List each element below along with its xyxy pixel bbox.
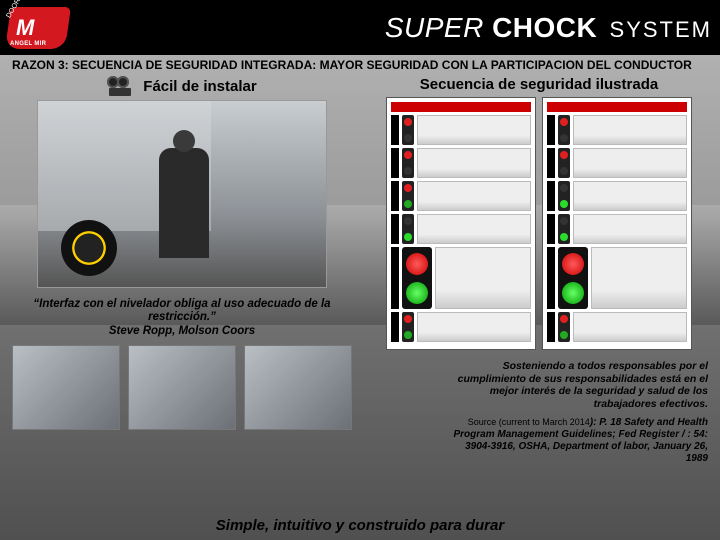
left-subheading-row: Fácil de instalar (12, 76, 352, 96)
top-bar: DOORS M ANGEL MIR SUPER CHOCK SYSTEM (0, 0, 720, 55)
brand-title: SUPER CHOCK SYSTEM (385, 12, 712, 44)
right-column: Secuencia de seguridad ilustrada (370, 76, 708, 464)
logo-name: ANGEL MIR (10, 41, 46, 47)
sequence-sheet (386, 97, 536, 350)
brand-word-chock: CHOCK (492, 12, 597, 43)
source-citation: Source (current to March 2014): P. 18 Sa… (370, 417, 708, 465)
source-prefix: Source (current to March 2014 (468, 417, 590, 427)
content-area: RAZON 3: SECUENCIA DE SEGURIDAD INTEGRAD… (0, 55, 720, 540)
logo-badge: DOORS M ANGEL MIR (8, 7, 68, 49)
right-subheading: Secuencia de seguridad ilustrada (370, 76, 708, 93)
traffic-light-icon (558, 247, 588, 309)
detail-photo (244, 345, 352, 430)
install-photo (37, 100, 327, 288)
detail-photo (128, 345, 236, 430)
logo-letter: M (16, 15, 34, 41)
brand-word-system: SYSTEM (610, 17, 712, 42)
left-column: Fácil de instalar “Interfaz con el nivel… (12, 76, 352, 464)
quote-text: “Interfaz con el nivelador obliga al uso… (12, 298, 352, 324)
bottom-photo-row (12, 345, 352, 430)
quote-author: Steve Ropp, Molson Coors (12, 325, 352, 337)
left-subheading: Fácil de instalar (143, 78, 256, 95)
footer-tagline: Simple, intuitivo y construido para dura… (0, 517, 720, 534)
logo: DOORS M ANGEL MIR (8, 7, 68, 49)
sequence-sheets (370, 97, 708, 350)
detail-photo (12, 345, 120, 430)
traffic-light-icon (402, 247, 432, 309)
sequence-sheet (542, 97, 692, 350)
section-heading: RAZON 3: SECUENCIA DE SEGURIDAD INTEGRAD… (12, 57, 708, 76)
film-icon (107, 76, 135, 96)
responsibility-note: Sosteniendo a todos responsables por el … (370, 360, 708, 410)
brand-word-super: SUPER (385, 12, 484, 43)
